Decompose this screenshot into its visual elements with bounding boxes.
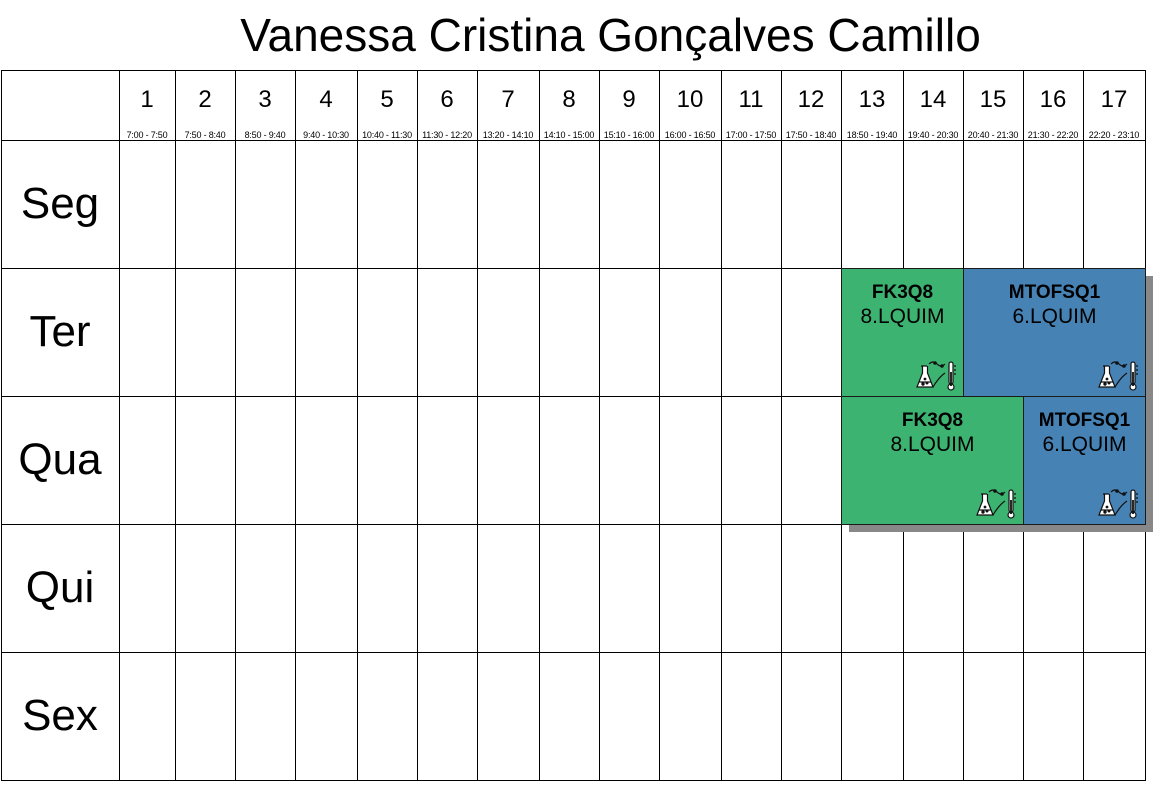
grid-vline	[119, 70, 120, 780]
grid-hline	[1, 780, 1146, 781]
grid-vline	[175, 70, 176, 780]
period-number: 8	[562, 86, 576, 113]
period-time: 16:00 - 16:50	[664, 130, 716, 140]
grid-vline	[477, 70, 478, 780]
lesson-code: MTOFSQ1	[1008, 282, 1101, 303]
lesson-room: 8.LQUIM	[860, 305, 945, 328]
period-number: 10	[676, 86, 704, 113]
period-number: 9	[622, 86, 636, 113]
grid-vline	[599, 70, 600, 780]
period-time: 19:40 - 20:30	[907, 130, 959, 140]
period-number: 11	[738, 86, 764, 113]
lesson-room: 6.LQUIM	[1042, 433, 1127, 456]
grid-vline	[539, 70, 540, 780]
grid-hline	[1, 652, 1146, 653]
period-time: 13:20 - 14:10	[482, 130, 534, 140]
lab-flask-icon	[915, 360, 959, 392]
grid-hline	[1, 524, 1146, 525]
lesson-room: 6.LQUIM	[1012, 305, 1097, 328]
grid-vline	[357, 70, 358, 780]
period-number: 17	[1100, 86, 1128, 113]
lesson-code: FK3Q8	[901, 410, 964, 431]
grid-vline	[1, 70, 2, 780]
period-time: 18:50 - 19:40	[846, 130, 898, 140]
lesson-room: 8.LQUIM	[890, 433, 975, 456]
period-number: 12	[797, 86, 825, 113]
period-time: 8:50 - 9:40	[244, 130, 286, 140]
period-time: 15:10 - 16:00	[603, 130, 655, 140]
period-number: 7	[501, 86, 515, 113]
lesson-block[interactable]: MTOFSQ1 6.LQUIM	[963, 268, 1146, 397]
lesson-code: FK3Q8	[871, 282, 934, 303]
period-number: 3	[258, 86, 272, 113]
day-label: Ter	[29, 307, 91, 356]
period-number: 2	[198, 86, 212, 113]
period-time: 21:30 - 22:20	[1027, 130, 1079, 140]
grid-vline	[659, 70, 660, 780]
period-number: 16	[1039, 86, 1067, 113]
day-label: Qui	[25, 563, 95, 612]
period-number: 6	[440, 86, 454, 113]
period-time: 17:50 - 18:40	[785, 130, 837, 140]
period-number: 1	[140, 86, 154, 113]
day-label: Seg	[20, 179, 100, 228]
grid-vline	[781, 70, 782, 780]
period-time: 20:40 - 21:30	[967, 130, 1019, 140]
grid-hline	[1, 70, 1146, 71]
grid-vline	[235, 70, 236, 780]
lesson-block[interactable]: FK3Q8 8.LQUIM	[841, 268, 964, 397]
grid-hline	[1, 140, 1146, 141]
period-number: 4	[319, 86, 333, 113]
period-time: 11:30 - 12:20	[422, 130, 472, 140]
lesson-code: MTOFSQ1	[1038, 410, 1131, 431]
period-number: 5	[380, 86, 394, 113]
lesson-block[interactable]: MTOFSQ1 6.LQUIM	[1023, 396, 1146, 525]
grid-hline	[1, 268, 1146, 269]
period-time: 10:40 - 11:30	[362, 130, 412, 140]
grid-hline	[1, 396, 1146, 397]
grid-vline	[721, 70, 722, 780]
schedule-title: Vanessa Cristina Gonçalves Camillo	[240, 9, 981, 61]
day-label: Qua	[18, 435, 102, 484]
day-label: Sex	[22, 691, 98, 740]
period-time: 14:10 - 15:00	[543, 130, 595, 140]
grid-vline	[295, 70, 296, 780]
period-time: 22:20 - 23:10	[1088, 130, 1140, 140]
grid-vline	[417, 70, 418, 780]
period-time: 7:00 - 7:50	[126, 130, 168, 140]
lesson-block[interactable]: FK3Q8 8.LQUIM	[841, 396, 1024, 525]
lab-flask-icon	[975, 488, 1019, 520]
period-number: 13	[858, 86, 886, 113]
period-time: 9:40 - 10:30	[303, 130, 349, 140]
lab-flask-icon	[1097, 360, 1141, 392]
period-number: 15	[979, 86, 1007, 113]
period-time: 7:50 - 8:40	[184, 130, 226, 140]
period-time: 17:00 - 17:50	[725, 130, 777, 140]
lab-flask-icon	[1097, 488, 1141, 520]
period-number: 14	[919, 86, 947, 113]
